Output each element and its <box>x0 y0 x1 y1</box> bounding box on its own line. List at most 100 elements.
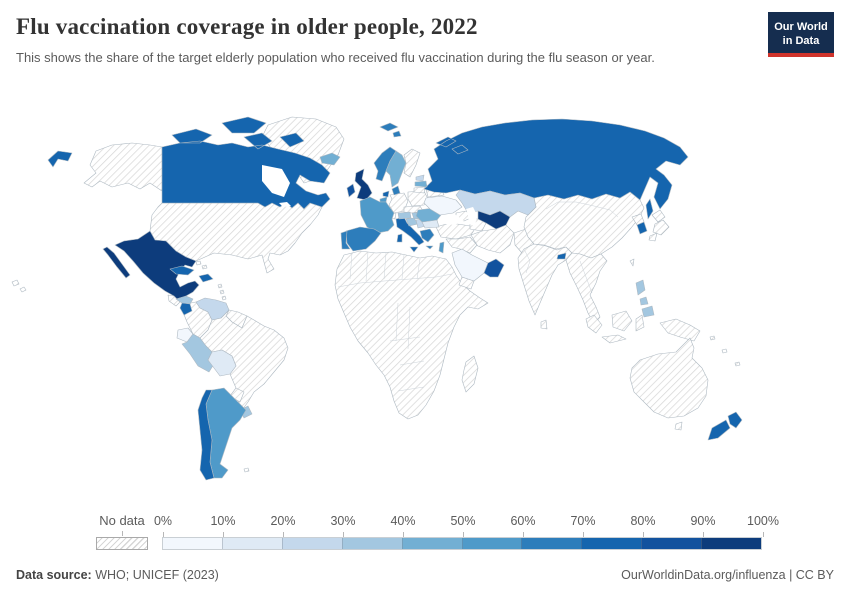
owid-logo[interactable]: Our World in Data <box>768 12 834 57</box>
country-australia[interactable] <box>629 337 709 431</box>
owid-logo-accent-bar <box>768 53 834 57</box>
country-uzbekistan[interactable] <box>477 210 511 230</box>
country-chile[interactable] <box>197 389 215 481</box>
page-title: Flu vaccination coverage in older people… <box>16 14 478 39</box>
owid-logo-line1: Our World <box>774 20 828 33</box>
small-islands-hatched[interactable] <box>11 260 741 473</box>
country-united-kingdom[interactable] <box>354 168 373 201</box>
country-india[interactable] <box>517 243 573 316</box>
legend-swatch-80%-90%[interactable] <box>641 538 702 549</box>
legend-tick-mark-50% <box>463 532 464 537</box>
header: Flu vaccination coverage in older people… <box>16 12 834 68</box>
legend-no-data-swatch[interactable] <box>96 537 148 550</box>
country-lithuania[interactable] <box>413 186 426 194</box>
country-japan[interactable] <box>648 209 670 242</box>
credit-link[interactable]: OurWorldinData.org/influenza | CC BY <box>621 568 834 582</box>
country-nicaragua[interactable] <box>179 302 193 316</box>
caspian-sea <box>466 207 477 226</box>
owid-logo-line2: in Data <box>782 34 820 47</box>
page-subtitle: This shows the share of the target elder… <box>16 50 655 65</box>
legend-swatch-60%-70%[interactable] <box>521 538 582 549</box>
legend-no-data-label: No data <box>99 513 145 528</box>
legend-swatch-20%-30%[interactable] <box>281 538 342 549</box>
country-kazakhstan[interactable] <box>455 189 537 218</box>
country-austria[interactable] <box>397 211 412 220</box>
great-lakes <box>279 202 291 207</box>
country-papua-new-guinea[interactable] <box>659 318 701 342</box>
country-south-korea[interactable] <box>636 221 648 235</box>
legend-swatch-10%-20%[interactable] <box>221 538 282 549</box>
country-estonia[interactable] <box>415 174 425 182</box>
legend-tick-mark-30% <box>343 532 344 537</box>
country-italy[interactable] <box>395 216 425 253</box>
country-oman[interactable] <box>483 258 505 278</box>
country-netherlands[interactable] <box>382 190 390 198</box>
country-bolivia[interactable] <box>207 349 237 377</box>
country-paraguay[interactable] <box>229 387 245 403</box>
country-venezuela[interactable] <box>195 297 230 321</box>
country-syria-iraq-jordan[interactable] <box>445 236 478 254</box>
country-latvia[interactable] <box>414 180 428 188</box>
country-ireland[interactable] <box>346 183 356 198</box>
country-finland[interactable] <box>403 148 421 178</box>
country-iceland[interactable] <box>319 152 341 166</box>
country-madagascar[interactable] <box>461 355 479 393</box>
legend-color-bar: 0% 10% 20% 30% 40% 50% 60% 70% 80% 90% 100% <box>154 514 779 550</box>
country-sri-lanka[interactable] <box>540 319 548 330</box>
legend-swatch-0%-10%[interactable] <box>163 538 222 549</box>
country-israel[interactable] <box>438 241 445 254</box>
country-new-zealand[interactable] <box>707 411 743 441</box>
footer: Data source: WHO; UNICEF (2023) OurWorld… <box>16 568 834 582</box>
country-indonesia[interactable] <box>585 310 645 344</box>
country-honduras[interactable] <box>175 295 194 305</box>
legend-tick-label-40%: 40% <box>390 514 416 528</box>
legend-swatch-90%-100%[interactable] <box>701 538 762 549</box>
country-greece[interactable] <box>419 228 435 250</box>
country-denmark[interactable] <box>391 185 401 196</box>
legend-tick-mark-20% <box>283 532 284 537</box>
inner-country-borders <box>337 201 619 392</box>
country-russia[interactable] <box>47 118 689 220</box>
legend-tick-mark-60% <box>523 532 524 537</box>
country-france[interactable] <box>359 196 395 234</box>
country-dominican-republic[interactable] <box>198 273 214 283</box>
legend-tick-label-60%: 60% <box>510 514 536 528</box>
data-source-label: Data source: <box>16 568 92 582</box>
country-philippines[interactable] <box>635 279 655 318</box>
legend-swatch-50%-60%[interactable] <box>461 538 522 549</box>
country-saudi-arabia[interactable] <box>451 248 489 282</box>
legend-tick-label-0%: 0% <box>153 514 173 528</box>
legend-tick-label-20%: 20% <box>270 514 296 528</box>
country-spain[interactable] <box>345 226 382 252</box>
region-southeast-asia[interactable] <box>565 252 608 325</box>
legend-tick-mark-90% <box>703 532 704 537</box>
legend-tick-label-100%: 100% <box>747 514 779 528</box>
country-bhutan[interactable] <box>556 252 567 260</box>
country-united-states-alaska[interactable] <box>83 142 163 192</box>
country-belgium[interactable] <box>379 196 388 203</box>
country-guatemala[interactable] <box>167 294 181 307</box>
world-map <box>11 116 743 481</box>
country-mexico[interactable] <box>102 230 200 303</box>
country-iran[interactable] <box>470 224 515 254</box>
legend-tick-mark-70% <box>583 532 584 537</box>
country-ukraine[interactable] <box>423 195 463 216</box>
legend-no-data-tick <box>122 531 123 536</box>
legend-swatch-70%-80%[interactable] <box>581 538 642 549</box>
map-legend: No data 0% 10% 20% 30% 40% 50% 60% 70% 80% 90% 100… <box>0 512 850 554</box>
region-africa[interactable] <box>334 250 489 420</box>
hudson-bay <box>262 165 290 197</box>
country-germany[interactable] <box>388 192 409 214</box>
country-sweden[interactable] <box>385 150 407 188</box>
country-portugal[interactable] <box>340 230 351 250</box>
legend-swatch-30%-40%[interactable] <box>341 538 402 549</box>
legend-tick-mark-80% <box>643 532 644 537</box>
country-taiwan[interactable] <box>629 258 635 267</box>
legend-tick-label-10%: 10% <box>210 514 236 528</box>
country-cuba[interactable] <box>169 265 195 276</box>
data-source-note: Data source: WHO; UNICEF (2023) <box>16 568 219 582</box>
legend-tick-label-70%: 70% <box>570 514 596 528</box>
legend-tick-mark-40% <box>403 532 404 537</box>
legend-swatch-40%-50%[interactable] <box>401 538 462 549</box>
